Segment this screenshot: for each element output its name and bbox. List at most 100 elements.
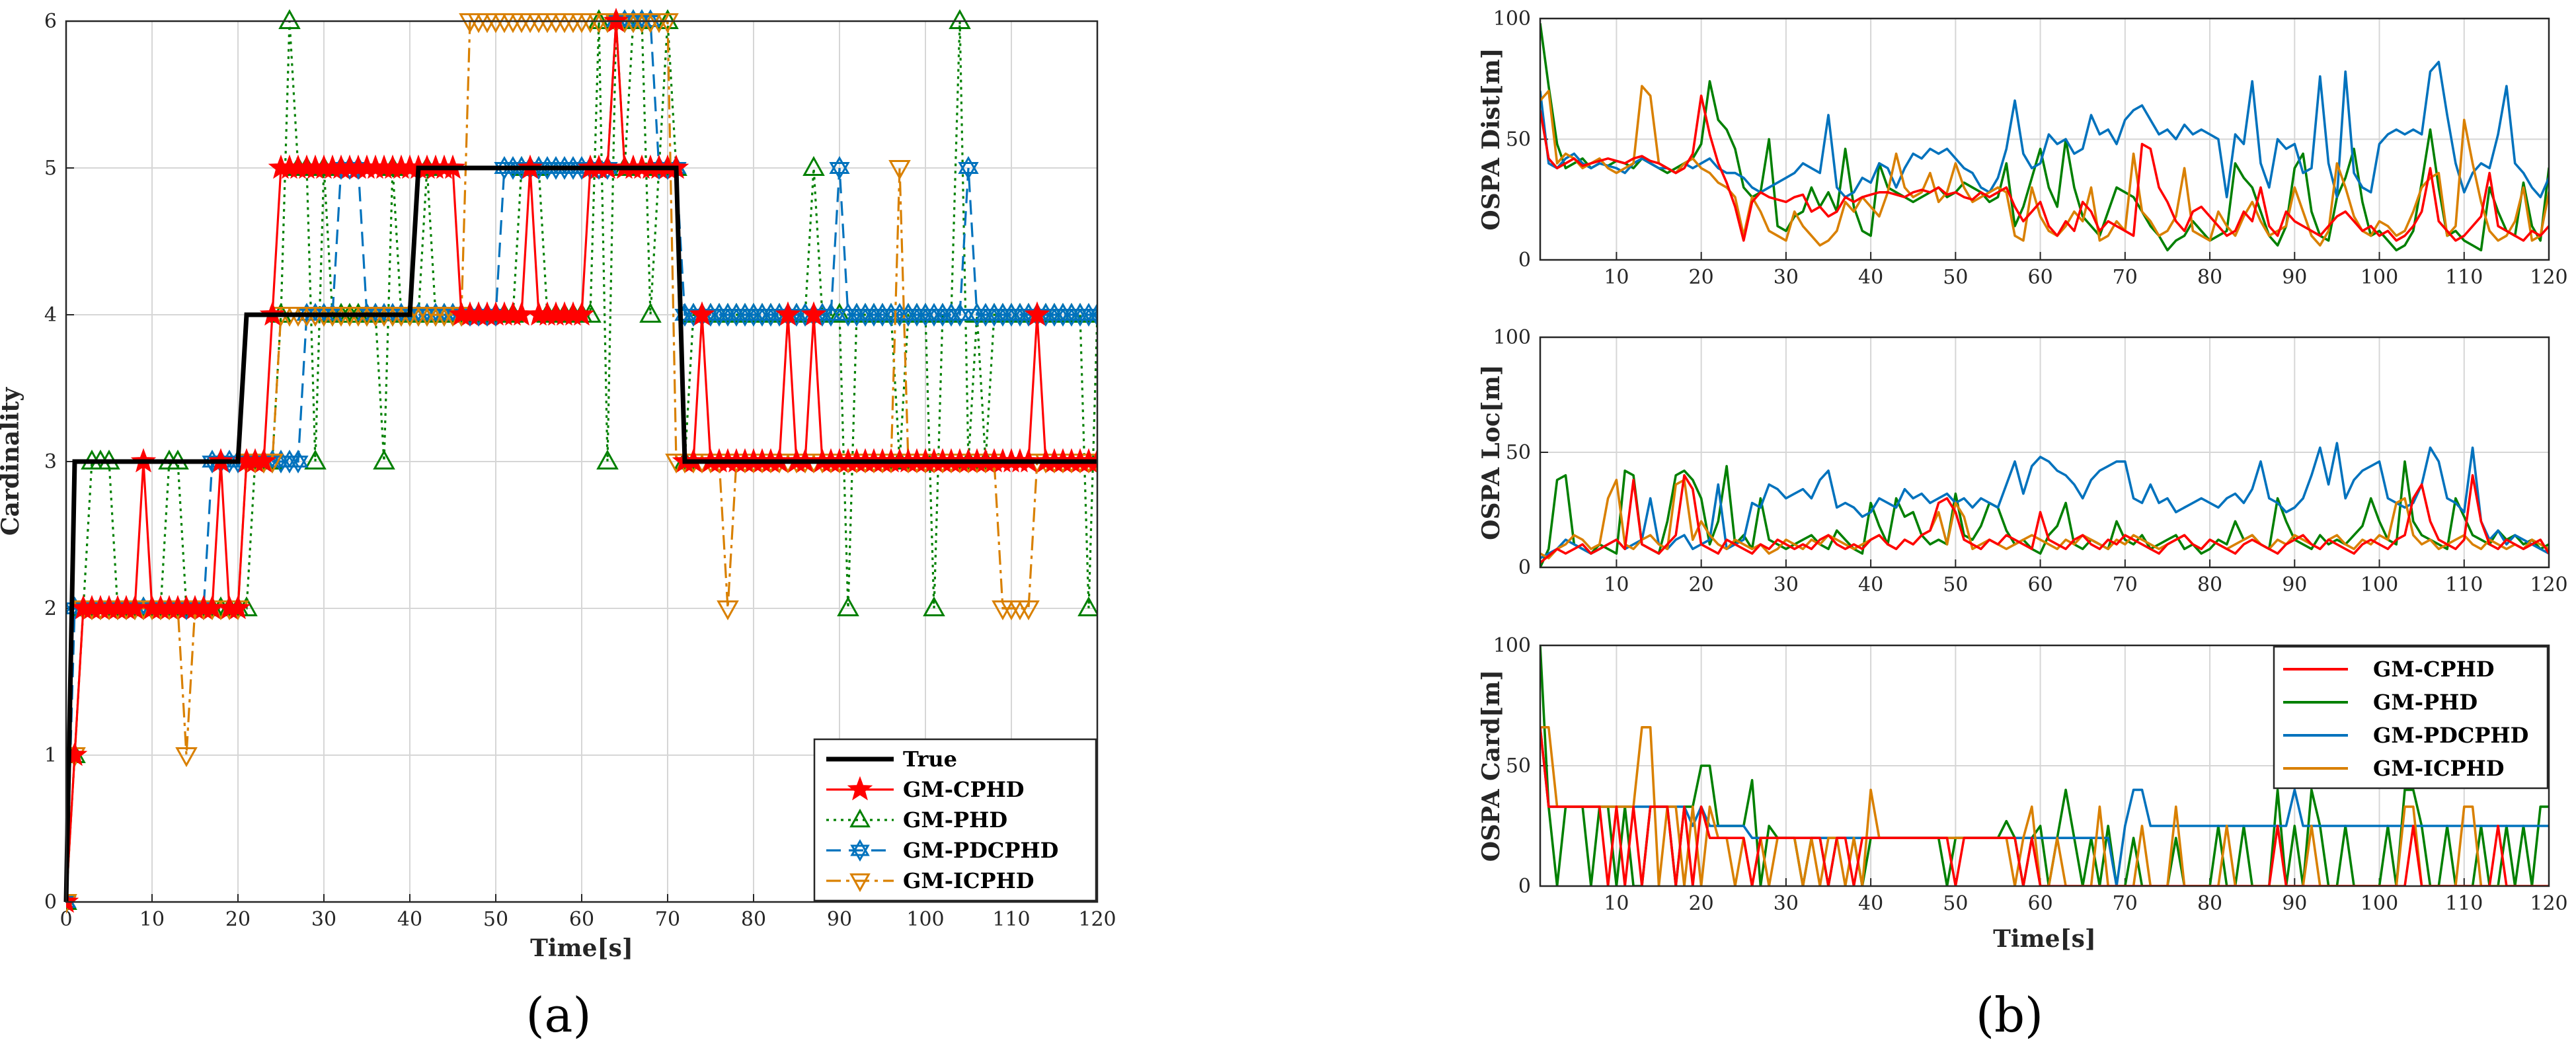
panel-b-ospa-loc-chart: 10 20 30 40 50 60 70 80 90 100 110 120 0 50 100 OSPA Lo… bbox=[1477, 326, 2568, 596]
x-tick-label: 30 bbox=[311, 908, 336, 931]
x-tick-label: 90 bbox=[2282, 573, 2307, 596]
data-point-gm-pdcphd bbox=[949, 303, 970, 327]
x-tick-label: 90 bbox=[2282, 266, 2307, 289]
y-tick-label: 3 bbox=[44, 450, 57, 473]
x-tick-label: 40 bbox=[1858, 266, 1883, 289]
legend: True GM-CPHD GM-PHD GM-PDCPHD GM-ICPHD bbox=[813, 738, 1097, 902]
data-point-gm-phd bbox=[802, 155, 825, 176]
x-tick-label: 110 bbox=[2445, 573, 2483, 596]
legend-label-gm-cphd: GM-CPHD bbox=[2373, 657, 2495, 682]
x-tick-label: 20 bbox=[1689, 573, 1714, 596]
data-point-gm-phd bbox=[949, 9, 971, 29]
x-tick-label: 50 bbox=[1943, 892, 1968, 915]
data-point-gm-pdcphd bbox=[820, 303, 841, 327]
x-tick-label: 90 bbox=[827, 908, 852, 931]
x-tick-label: 10 bbox=[1604, 892, 1629, 915]
y-tick-label: 0 bbox=[1518, 875, 1531, 898]
series-line-true bbox=[63, 165, 1097, 903]
y-tick-label: 100 bbox=[1493, 326, 1531, 349]
legend-label-gm-phd: GM-PHD bbox=[903, 807, 1007, 833]
y-tick-label: 5 bbox=[44, 157, 57, 180]
legend: GM-CPHD GM-PHD GM-PDCPHD GM-ICPHD bbox=[2273, 645, 2549, 790]
y-tick-label: 6 bbox=[44, 10, 57, 33]
series-line-gm-icphd bbox=[1540, 479, 2549, 559]
y-axis-label: Cardinality bbox=[0, 387, 24, 536]
x-tick-label: 20 bbox=[225, 908, 251, 931]
x-tick-label: 10 bbox=[1604, 266, 1629, 289]
series-line-gm-cphd bbox=[1540, 95, 2549, 242]
y-tick-label: 100 bbox=[1493, 634, 1531, 657]
series-gm-cphd bbox=[1540, 474, 2549, 564]
data-point-gm-cphd bbox=[225, 594, 251, 620]
series-line-gm-pdcphd bbox=[1540, 60, 2549, 198]
x-tick-label: 120 bbox=[2530, 266, 2567, 289]
legend-marker-gm-cphd bbox=[847, 776, 873, 801]
data-point-gm-phd bbox=[596, 449, 619, 469]
x-axis-label: Time[s] bbox=[530, 934, 633, 962]
legend-label-gm-phd: GM-PHD bbox=[2373, 690, 2478, 715]
y-tick-label: 100 bbox=[1493, 7, 1531, 30]
x-tick-label: 120 bbox=[1078, 908, 1116, 931]
x-tick-label: 20 bbox=[1689, 266, 1714, 289]
x-tick-label: 60 bbox=[2027, 892, 2052, 915]
x-tick-label: 50 bbox=[1943, 573, 1968, 596]
series-gm-icphd bbox=[1540, 726, 2549, 886]
data-point-gm-phd bbox=[639, 302, 662, 323]
series-line-gm-cphd bbox=[1540, 474, 2549, 564]
x-tick-label: 70 bbox=[2113, 266, 2138, 289]
x-tick-label: 110 bbox=[2445, 892, 2483, 915]
legend-marker-gm-icphd bbox=[849, 873, 871, 893]
x-tick-label: 60 bbox=[569, 908, 594, 931]
axes-frame bbox=[1539, 17, 2550, 261]
legend-label-gm-pdcphd: GM-PDCPHD bbox=[903, 838, 1058, 863]
data-point-gm-phd bbox=[373, 449, 395, 469]
y-tick-label: 1 bbox=[44, 744, 57, 767]
legend-label-gm-pdcphd: GM-PDCPHD bbox=[2373, 723, 2528, 748]
axes-frame bbox=[1539, 336, 2550, 569]
y-tick-label: 50 bbox=[1506, 754, 1531, 778]
y-tick-label: 50 bbox=[1506, 441, 1531, 464]
series-gm-phd bbox=[1540, 645, 2549, 886]
data-point-gm-icphd bbox=[717, 600, 739, 621]
series-line-gm-icphd bbox=[1540, 85, 2549, 247]
x-tick-label: 70 bbox=[2113, 573, 2138, 596]
x-tick-label: 50 bbox=[1943, 266, 1968, 289]
series-gm-cphd bbox=[1540, 727, 2549, 886]
x-tick-label: 120 bbox=[2530, 892, 2567, 915]
series-gm-cphd bbox=[1540, 95, 2549, 242]
x-tick-label: 80 bbox=[741, 908, 766, 931]
panel-b-ospa-card-chart: 10 20 30 40 50 60 70 80 90 100 110 120 0 50 100 Time[s]… bbox=[1477, 634, 2568, 953]
y-tick-label: 0 bbox=[44, 891, 57, 914]
data-point-gm-cphd bbox=[775, 301, 801, 326]
x-tick-label: 20 bbox=[1689, 892, 1714, 915]
y-tick-label: 50 bbox=[1506, 128, 1531, 151]
data-point-gm-cphd bbox=[1024, 301, 1050, 326]
legend-label-gm-icphd: GM-ICPHD bbox=[903, 868, 1034, 893]
legend-label-gm-icphd: GM-ICPHD bbox=[2373, 756, 2505, 781]
x-tick-label: 120 bbox=[2530, 573, 2567, 596]
legend-marker-gm-phd bbox=[849, 808, 871, 828]
data-point-gm-icphd bbox=[656, 13, 679, 34]
series-line-gm-phd bbox=[1540, 645, 2549, 886]
x-tick-label: 100 bbox=[2361, 892, 2398, 915]
x-tick-label: 10 bbox=[139, 908, 165, 931]
series-line-gm-phd bbox=[1540, 23, 2549, 252]
x-tick-label: 30 bbox=[1774, 573, 1799, 596]
x-tick-label: 70 bbox=[655, 908, 680, 931]
x-tick-label: 100 bbox=[2361, 573, 2398, 596]
panel-b-label: (b) bbox=[1976, 987, 2043, 1043]
x-tick-label: 30 bbox=[1774, 266, 1799, 289]
axes-frame bbox=[65, 20, 1099, 903]
data-point-gm-cphd bbox=[800, 301, 827, 326]
y-tick-label: 2 bbox=[44, 597, 57, 620]
data-point-gm-phd bbox=[1077, 596, 1097, 616]
y-axis-label: OSPA Loc[m] bbox=[1477, 364, 1505, 540]
data-point-gm-phd bbox=[656, 9, 679, 29]
legend-label-gm-cphd: GM-CPHD bbox=[903, 777, 1025, 802]
x-axis-label: Time[s] bbox=[1993, 925, 2096, 953]
series-line-gm-pdcphd bbox=[1540, 442, 2549, 559]
x-tick-label: 0 bbox=[59, 908, 72, 931]
series-line-gm-icphd bbox=[1540, 726, 2549, 886]
data-point-gm-icphd bbox=[175, 747, 198, 768]
x-tick-label: 70 bbox=[2113, 892, 2138, 915]
